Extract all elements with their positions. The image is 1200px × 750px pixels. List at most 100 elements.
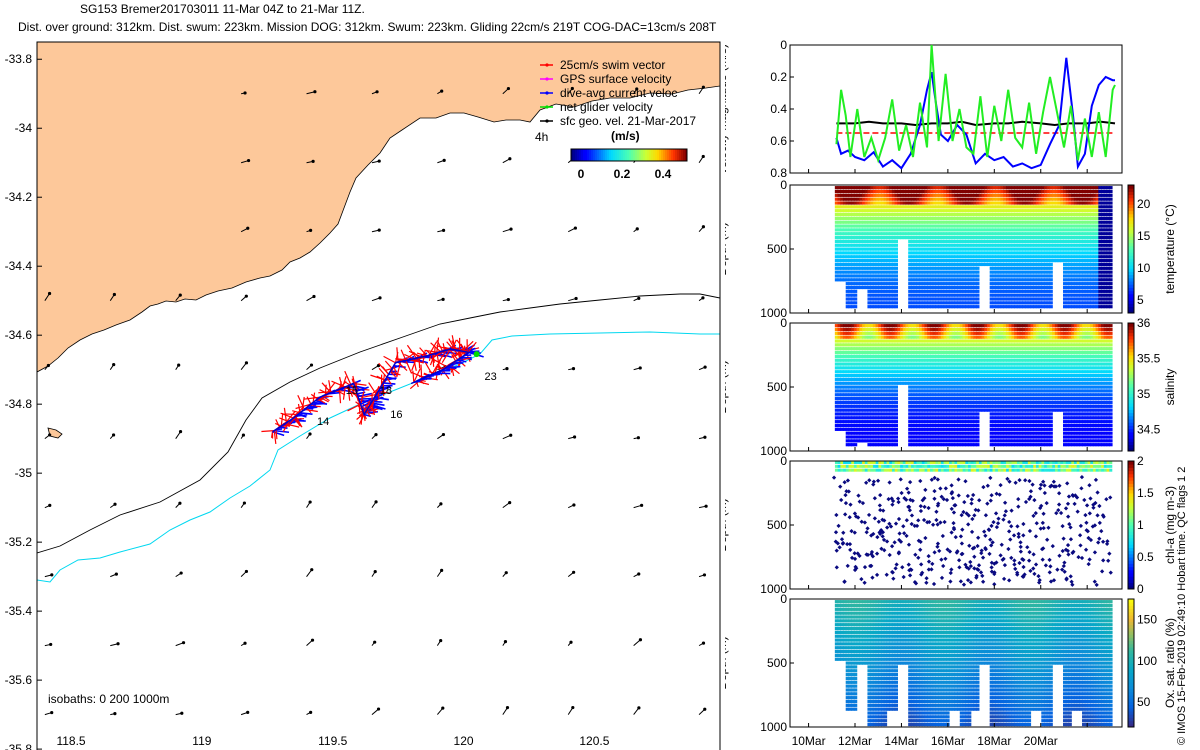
sfc-arrow-head xyxy=(509,433,513,437)
profile-sample xyxy=(919,247,923,251)
profile-sample xyxy=(837,327,841,332)
profile-sample xyxy=(932,404,937,408)
profile-sample xyxy=(886,331,890,335)
profile-sample xyxy=(957,193,961,197)
profile-sample xyxy=(989,285,994,290)
profile-sample xyxy=(1016,305,1021,309)
profile-sample xyxy=(905,354,909,358)
profile-sample xyxy=(951,209,956,213)
profile-sample xyxy=(995,255,999,259)
profile-sample xyxy=(984,212,988,217)
profile-sample xyxy=(837,408,841,412)
profile-sample xyxy=(894,423,898,428)
profile-sample xyxy=(1098,216,1102,220)
profile-sample xyxy=(995,262,999,267)
profile-sample xyxy=(1095,186,1100,190)
profile-sample xyxy=(929,255,934,259)
profile-sample xyxy=(894,220,898,224)
profile-sample xyxy=(997,239,1002,244)
profile-sample xyxy=(1098,193,1102,197)
profile-sample xyxy=(864,397,869,401)
profile-sample xyxy=(913,266,918,270)
profile-sample xyxy=(1046,278,1051,282)
profile-sample xyxy=(924,370,928,374)
profile-sample xyxy=(902,354,907,358)
profile-sample xyxy=(861,339,866,343)
profile-sample xyxy=(881,435,885,439)
profile-sample xyxy=(1041,247,1045,251)
profile-sample xyxy=(878,347,882,351)
profile-sample xyxy=(908,293,912,297)
profile-sample xyxy=(886,259,890,263)
profile-sample xyxy=(1073,201,1078,205)
profile-sample xyxy=(1049,259,1053,263)
profile-sample xyxy=(1003,212,1007,217)
profile-sample xyxy=(1027,197,1032,201)
profile-sample xyxy=(962,289,966,293)
profile-sample xyxy=(1101,301,1105,305)
profile-sample xyxy=(948,251,953,255)
profile-sample xyxy=(834,362,839,366)
profile-sample xyxy=(859,251,863,255)
profile-sample xyxy=(1092,282,1097,286)
profile-sample xyxy=(924,293,928,297)
profile-sample xyxy=(1016,243,1021,247)
profile-sample xyxy=(951,220,956,224)
profile-sample xyxy=(872,358,877,362)
profile-sample xyxy=(924,385,928,389)
profile-sample xyxy=(1008,247,1013,251)
profile-sample xyxy=(842,232,847,236)
profile-sample xyxy=(1024,220,1029,224)
profile-sample xyxy=(913,259,918,263)
profile-sample xyxy=(946,205,950,209)
profile-sample xyxy=(927,274,931,278)
profile-sample xyxy=(848,381,852,385)
profile-sample xyxy=(970,189,975,194)
profile-sample xyxy=(921,216,926,220)
profile-sample xyxy=(870,282,874,286)
profile-sample xyxy=(894,404,898,408)
profile-sample xyxy=(864,389,869,393)
profile-sample xyxy=(989,274,994,278)
profile-sample xyxy=(1106,270,1110,274)
profile-sample xyxy=(957,297,961,301)
profile-sample xyxy=(840,216,844,220)
profile-sample xyxy=(1063,285,1067,290)
profile-sample xyxy=(851,270,855,274)
profile-sample xyxy=(886,381,890,385)
profile-sample xyxy=(954,274,958,278)
profile-sample xyxy=(1016,224,1021,228)
profile-sample xyxy=(976,224,980,228)
profile-sample xyxy=(1014,266,1018,270)
profile-sample xyxy=(1098,262,1102,267)
profile-sample xyxy=(889,228,893,232)
profile-sample xyxy=(864,259,869,263)
profile-sample xyxy=(859,262,863,267)
profile-sample xyxy=(1068,235,1072,240)
sfc-arrow-head xyxy=(638,366,642,370)
profile-sample xyxy=(1084,220,1089,224)
profile-sample xyxy=(921,220,926,224)
profile-sample xyxy=(989,301,994,305)
profile-sample xyxy=(1082,186,1086,190)
profile-sample xyxy=(1082,259,1086,263)
colorbar-cell xyxy=(643,149,646,161)
profile-sample xyxy=(1041,216,1045,220)
profile-sample xyxy=(924,270,928,274)
profile-sample xyxy=(935,335,939,339)
profile-sample xyxy=(1109,282,1113,286)
profile-sample xyxy=(840,224,844,228)
profile-sample xyxy=(924,381,928,385)
profile-sample xyxy=(1092,193,1097,197)
profile-sample xyxy=(845,262,850,267)
profile-sample xyxy=(1043,232,1048,236)
profile-sample xyxy=(948,285,953,290)
profile-sample xyxy=(1043,285,1048,290)
profile-sample xyxy=(1041,189,1045,194)
profile-sample xyxy=(872,427,877,431)
profile-sample xyxy=(916,255,920,259)
legend-marker xyxy=(545,77,549,81)
profile-sample xyxy=(840,412,844,416)
profile-sample xyxy=(875,354,879,358)
profile-sample xyxy=(929,443,934,447)
